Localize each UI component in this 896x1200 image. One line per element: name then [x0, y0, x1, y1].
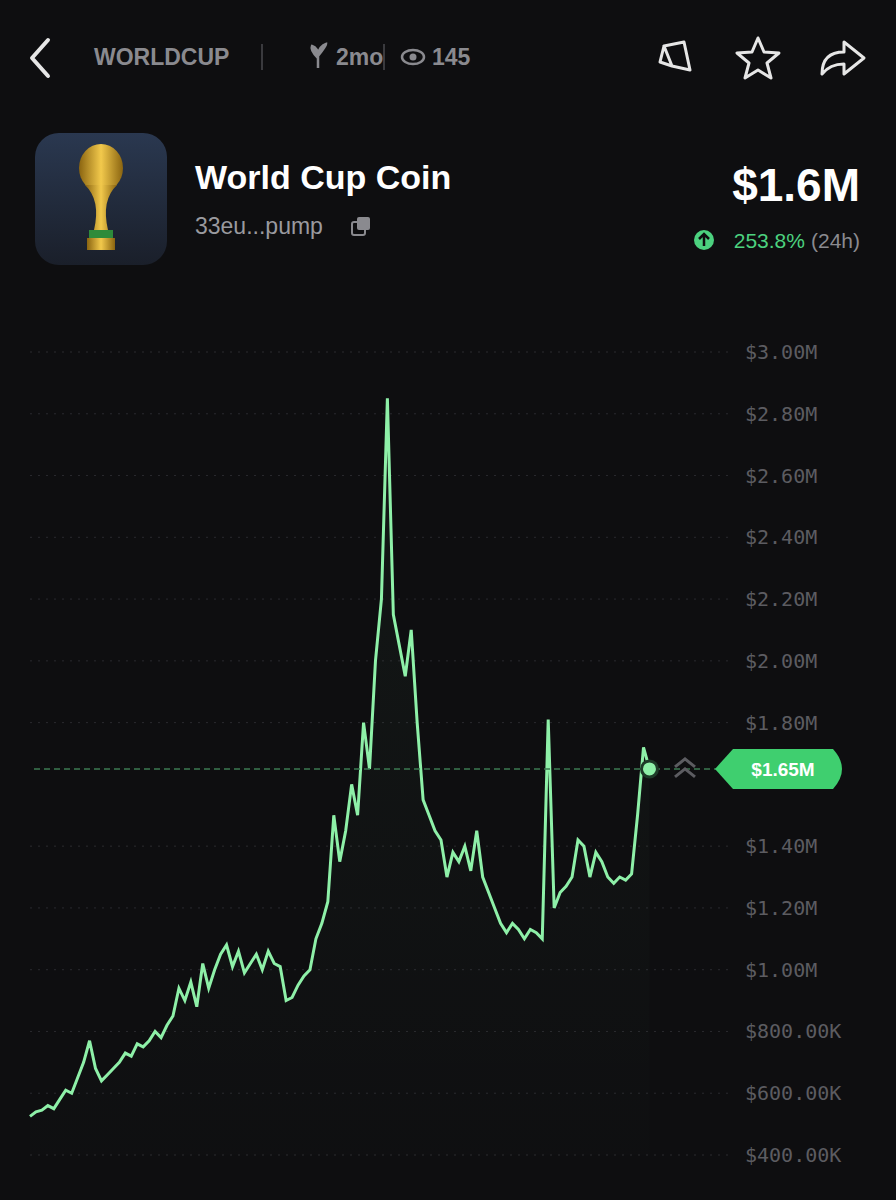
html-text:253.8% (24h): 253.8% (24h) [733, 229, 860, 252]
svg-text:$2.80M: $2.80M [745, 402, 817, 426]
html-text:145: 145 [432, 44, 471, 70]
svg-text:$1.65M: $1.65M [751, 759, 814, 780]
svg-text:$3.00M: $3.00M [745, 340, 817, 364]
svg-text:$1.00M: $1.00M [745, 958, 817, 982]
html-text:$1.6M: $1.6M [732, 159, 860, 211]
svg-text:$600.00K: $600.00K [745, 1081, 841, 1105]
svg-text:$400.00K: $400.00K [745, 1143, 841, 1167]
svg-text:$1.40M: $1.40M [745, 834, 817, 858]
html-text:33eu...pump: 33eu...pump [195, 213, 323, 239]
svg-text:$2.40M: $2.40M [745, 525, 817, 549]
svg-text:$2.20M: $2.20M [745, 587, 817, 611]
svg-text:$1.20M: $1.20M [745, 896, 817, 920]
html-text:2mo: 2mo [336, 44, 384, 70]
svg-text:$2.00M: $2.00M [745, 649, 817, 673]
html-text:World Cup Coin: World Cup Coin [195, 158, 452, 196]
svg-text:$2.60M: $2.60M [745, 464, 817, 488]
svg-text:$1.80M: $1.80M [745, 711, 817, 735]
html-text:WORLDCUP: WORLDCUP [94, 44, 230, 70]
svg-text:$800.00K: $800.00K [745, 1019, 841, 1043]
